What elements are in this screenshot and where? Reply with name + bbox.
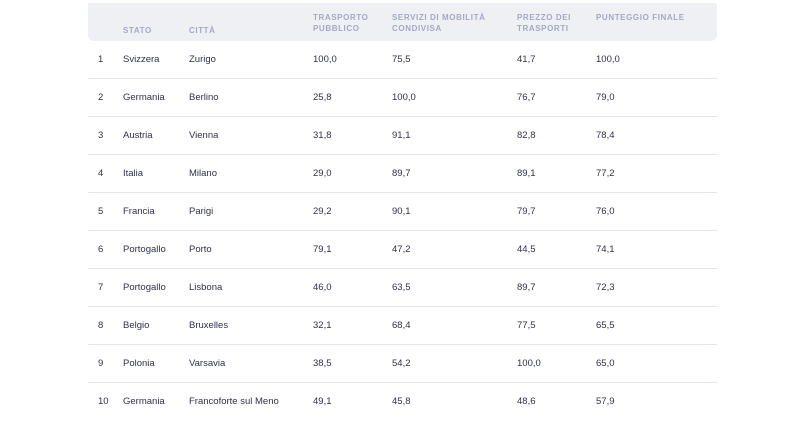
cell-shared-mobility: 47,2: [392, 244, 411, 255]
cell-city: Francoforte sul Meno: [189, 396, 279, 407]
cell-rank: 5: [98, 206, 104, 217]
cell-city: Zurigo: [189, 54, 216, 65]
table-row: 7 Portogallo Lisbona 46,0 63,5 89,7 72,3: [88, 269, 717, 307]
cell-shared-mobility: 75,5: [392, 54, 411, 65]
cell-public-transport: 29,0: [313, 168, 332, 179]
cell-final-score: 74,1: [596, 244, 615, 255]
cell-country: Germania: [123, 396, 165, 407]
header-citta[interactable]: CITTÀ: [189, 26, 216, 35]
cell-country: Svizzera: [123, 54, 160, 65]
cell-country: Belgio: [123, 320, 150, 331]
cell-transport-price: 82,8: [517, 130, 536, 141]
cell-transport-price: 100,0: [517, 358, 541, 369]
cell-rank: 9: [98, 358, 104, 369]
table-row: 10 Germania Francoforte sul Meno 49,1 45,8 48…: [88, 383, 717, 420]
cell-transport-price: 79,7: [517, 206, 536, 217]
cell-country: Portogallo: [123, 244, 166, 255]
cell-transport-price: 44,5: [517, 244, 536, 255]
cell-shared-mobility: 45,8: [392, 396, 411, 407]
cell-rank: 6: [98, 244, 104, 255]
cell-final-score: 65,0: [596, 358, 615, 369]
cell-public-transport: 49,1: [313, 396, 332, 407]
cell-city: Lisbona: [189, 282, 223, 293]
cell-public-transport: 32,1: [313, 320, 332, 331]
cell-country: Polonia: [123, 358, 155, 369]
cell-rank: 3: [98, 130, 104, 141]
header-servizi-mobilita[interactable]: SERVIZI DI MOBILITÀ CONDIVISA: [392, 13, 486, 33]
cell-city: Bruxelles: [189, 320, 229, 331]
cell-rank: 7: [98, 282, 104, 293]
table-row: 5 Francia Parigi 29,2 90,1 79,7 76,0: [88, 193, 717, 231]
cell-transport-price: 77,5: [517, 320, 536, 331]
table-header: STATO CITTÀ TRASPORTO PUBBLICO SERVIZI D…: [88, 3, 717, 41]
cell-shared-mobility: 90,1: [392, 206, 411, 217]
cell-public-transport: 25,8: [313, 92, 332, 103]
cell-shared-mobility: 63,5: [392, 282, 411, 293]
cell-shared-mobility: 91,1: [392, 130, 411, 141]
cell-rank: 4: [98, 168, 104, 179]
table-row: 1 Svizzera Zurigo 100,0 75,5 41,7 100,0: [88, 41, 717, 79]
table-body: 1 Svizzera Zurigo 100,0 75,5 41,7 100,0 2 German…: [88, 41, 717, 420]
cell-rank: 8: [98, 320, 104, 331]
cell-city: Berlino: [189, 92, 219, 103]
cell-country: Francia: [123, 206, 155, 217]
cell-city: Parigi: [189, 206, 214, 217]
cell-transport-price: 48,6: [517, 396, 536, 407]
cell-city: Milano: [189, 168, 217, 179]
cell-final-score: 72,3: [596, 282, 615, 293]
cell-rank: 10: [98, 396, 109, 407]
cell-final-score: 57,9: [596, 396, 615, 407]
cell-country: Austria: [123, 130, 153, 141]
table-row: 8 Belgio Bruxelles 32,1 68,4 77,5 65,5: [88, 307, 717, 345]
cell-public-transport: 100,0: [313, 54, 337, 65]
cell-final-score: 100,0: [596, 54, 620, 65]
cell-transport-price: 76,7: [517, 92, 536, 103]
ranking-table: STATO CITTÀ TRASPORTO PUBBLICO SERVIZI D…: [88, 0, 717, 420]
cell-final-score: 79,0: [596, 92, 615, 103]
cell-country: Portogallo: [123, 282, 166, 293]
cell-city: Vienna: [189, 130, 219, 141]
cell-rank: 2: [98, 92, 104, 103]
cell-rank: 1: [98, 54, 104, 65]
cell-final-score: 78,4: [596, 130, 615, 141]
cell-transport-price: 89,7: [517, 282, 536, 293]
header-trasporto-pubblico[interactable]: TRASPORTO PUBBLICO: [313, 13, 369, 33]
cell-country: Italia: [123, 168, 144, 179]
cell-public-transport: 31,8: [313, 130, 332, 141]
cell-final-score: 76,0: [596, 206, 615, 217]
table-row: 3 Austria Vienna 31,8 91,1 82,8 78,4: [88, 117, 717, 155]
cell-final-score: 77,2: [596, 168, 615, 179]
cell-public-transport: 46,0: [313, 282, 332, 293]
cell-country: Germania: [123, 92, 165, 103]
cell-public-transport: 29,2: [313, 206, 332, 217]
table-row: 2 Germania Berlino 25,8 100,0 76,7 79,0: [88, 79, 717, 117]
cell-city: Varsavia: [189, 358, 226, 369]
header-prezzo-trasporti[interactable]: PREZZO DEI TRASPORTI: [517, 13, 572, 33]
cell-transport-price: 89,1: [517, 168, 536, 179]
table-row: 9 Polonia Varsavia 38,5 54,2 100,0 65,0: [88, 345, 717, 383]
table-row: 6 Portogallo Porto 79,1 47,2 44,5 74,1: [88, 231, 717, 269]
cell-public-transport: 79,1: [313, 244, 332, 255]
cell-shared-mobility: 89,7: [392, 168, 411, 179]
cell-city: Porto: [189, 244, 212, 255]
header-stato[interactable]: STATO: [123, 26, 152, 35]
cell-shared-mobility: 68,4: [392, 320, 411, 331]
cell-shared-mobility: 100,0: [392, 92, 416, 103]
cell-transport-price: 41,7: [517, 54, 536, 65]
cell-public-transport: 38,5: [313, 358, 332, 369]
cell-shared-mobility: 54,2: [392, 358, 411, 369]
table-row: 4 Italia Milano 29,0 89,7 89,1 77,2: [88, 155, 717, 193]
cell-final-score: 65,5: [596, 320, 615, 331]
header-punteggio-finale[interactable]: PUNTEGGIO FINALE: [596, 13, 685, 22]
